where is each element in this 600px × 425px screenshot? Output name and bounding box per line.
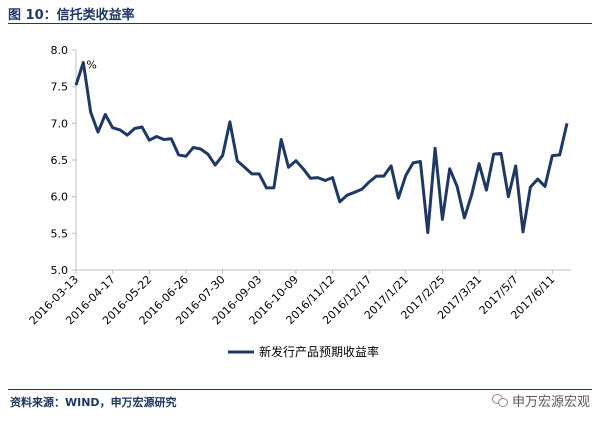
x-axis-ticks: 2016-03-132016-04-172016-05-222016-06-26… xyxy=(27,270,557,327)
chart-legend: 新发行产品预期收益率 xyxy=(228,344,379,359)
y-axis-ticks: 5.0 5.5 6.0 6.5 7.0 7.5 8.0 xyxy=(51,44,76,277)
y-tick-label: 7.0 xyxy=(51,117,69,130)
y-tick-label: 5.0 xyxy=(51,264,69,277)
watermark: 申万宏源宏观 xyxy=(491,391,590,410)
y-tick-label: 8.0 xyxy=(51,44,69,57)
chart-axes xyxy=(75,50,571,271)
legend-label: 新发行产品预期收益率 xyxy=(259,344,379,359)
figure-title: 图 10：信托类收益率 xyxy=(8,2,592,24)
source-note: 资料来源：WIND，申万宏源研究 xyxy=(10,396,177,409)
series-line-new-issue-yield xyxy=(74,61,569,235)
y-tick-label: 6.0 xyxy=(51,191,69,204)
unit-annotation: % xyxy=(86,58,96,71)
figure-title-text: 图 10：信托类收益率 xyxy=(8,8,135,23)
wechat-icon xyxy=(491,394,508,407)
y-tick-label: 7.5 xyxy=(51,81,69,94)
watermark-text: 申万宏源宏观 xyxy=(511,395,590,410)
y-tick-label: 5.5 xyxy=(51,227,69,240)
y-tick-label: 6.5 xyxy=(51,154,69,167)
footer-divider xyxy=(8,389,592,390)
